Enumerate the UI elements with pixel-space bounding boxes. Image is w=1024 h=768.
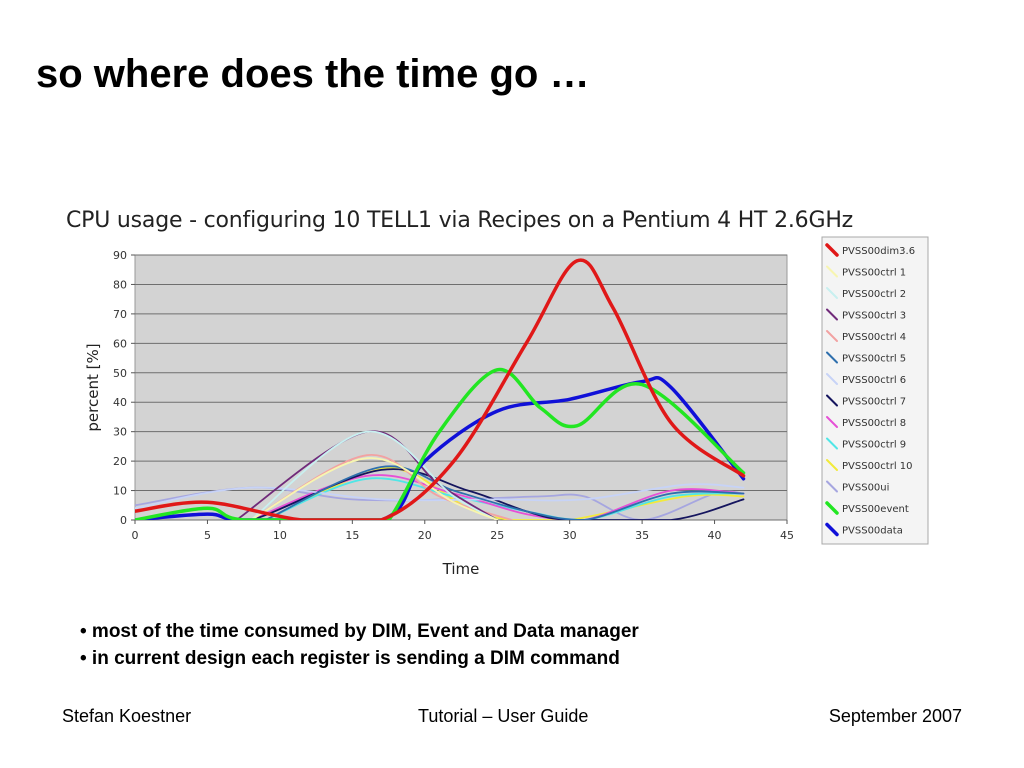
legend-label: PVSS00dim3.6 [842, 246, 915, 257]
series-line-pvss00data [135, 375, 746, 520]
y-tick-label: 30 [113, 426, 127, 439]
legend-swatch [826, 287, 838, 299]
legend-swatch [826, 265, 838, 278]
legend-label: PVSS00ui [842, 483, 889, 494]
bullet-item-1: • most of the time consumed by DIM, Even… [80, 621, 639, 642]
x-tick-label: 10 [273, 529, 287, 542]
legend-label: PVSS00ctrl 5 [842, 354, 906, 365]
x-tick-label: 30 [563, 529, 577, 542]
x-tick-label: 0 [132, 529, 139, 542]
x-tick-label: 40 [708, 529, 722, 542]
legend-swatch [826, 480, 838, 493]
legend-label: PVSS00data [842, 526, 903, 537]
chart-title: CPU usage - configuring 10 TELL1 via Rec… [66, 208, 854, 233]
legend-label: PVSS00ctrl 4 [842, 332, 906, 343]
legend-label: PVSS00ctrl 8 [842, 418, 906, 429]
y-tick-label: 70 [113, 308, 127, 321]
legend-swatch [826, 437, 838, 450]
x-tick-label: 15 [345, 529, 359, 542]
x-tick-label: 25 [490, 529, 504, 542]
series-line-pvss00ctrl-2 [250, 430, 499, 520]
x-tick-label: 45 [780, 529, 794, 542]
bullet-list: • most of the time consumed by DIM, Even… [80, 618, 639, 672]
legend-swatch [826, 351, 838, 364]
x-axis-label: Time [442, 560, 480, 578]
legend-label: PVSS00event [842, 504, 909, 515]
series-line-pvss00event [135, 368, 746, 520]
y-tick-label: 60 [113, 337, 127, 350]
slide-title: so where does the time go … [36, 52, 590, 96]
x-tick-label: 5 [204, 529, 211, 542]
legend-swatch [826, 308, 838, 321]
legend-swatch [826, 394, 838, 407]
legend-label: PVSS00ctrl 3 [842, 311, 906, 322]
legend-label: PVSS00ctrl 2 [842, 289, 906, 300]
legend-label: PVSS00ctrl 7 [842, 397, 906, 408]
legend-box [821, 236, 929, 545]
legend-swatch [826, 373, 838, 385]
legend-swatch [826, 330, 838, 342]
x-tick-label: 35 [635, 529, 649, 542]
series-line-pvss00ctrl-1 [250, 457, 499, 520]
series-line-pvss00ctrl-5 [264, 465, 745, 520]
footer-date: September 2007 [828, 706, 962, 726]
y-tick-label: 40 [113, 396, 127, 409]
legend-label: PVSS00ctrl 10 [842, 461, 913, 472]
y-tick-label: 90 [113, 249, 127, 262]
y-tick-label: 80 [113, 278, 127, 291]
bullet-item-2: • in current design each register is sen… [80, 648, 620, 669]
series-line-pvss00dim3-6 [135, 258, 746, 520]
series-line-pvss00ctrl-8 [250, 474, 745, 520]
legend-swatch [826, 416, 838, 428]
legend-swatch [825, 522, 839, 537]
y-tick-label: 20 [113, 455, 127, 468]
legend-swatch [825, 243, 839, 257]
chart-figure: CPU usage - configuring 10 TELL1 via Rec… [60, 200, 940, 590]
legend-label: PVSS00ctrl 9 [842, 440, 906, 451]
y-tick-label: 0 [120, 514, 127, 527]
legend-swatch [826, 459, 838, 471]
y-tick-label: 50 [113, 367, 127, 380]
legend-label: PVSS00ctrl 1 [842, 268, 906, 279]
y-axis-label: percent [%] [84, 343, 102, 431]
legend-label: PVSS00ctrl 6 [842, 375, 906, 386]
legend-swatch [825, 501, 839, 515]
footer-author: Stefan Koestner [62, 706, 192, 726]
cpu-usage-chart: 0 10 20 30 40 50 60 70 80 90 0 5 10 15 20 25 30 35 40 45 Tim… [84, 236, 929, 578]
y-tick-label: 10 [113, 485, 127, 498]
plot-area [134, 254, 788, 521]
x-tick-label: 20 [418, 529, 432, 542]
footer-title: Tutorial – User Guide [418, 706, 589, 726]
